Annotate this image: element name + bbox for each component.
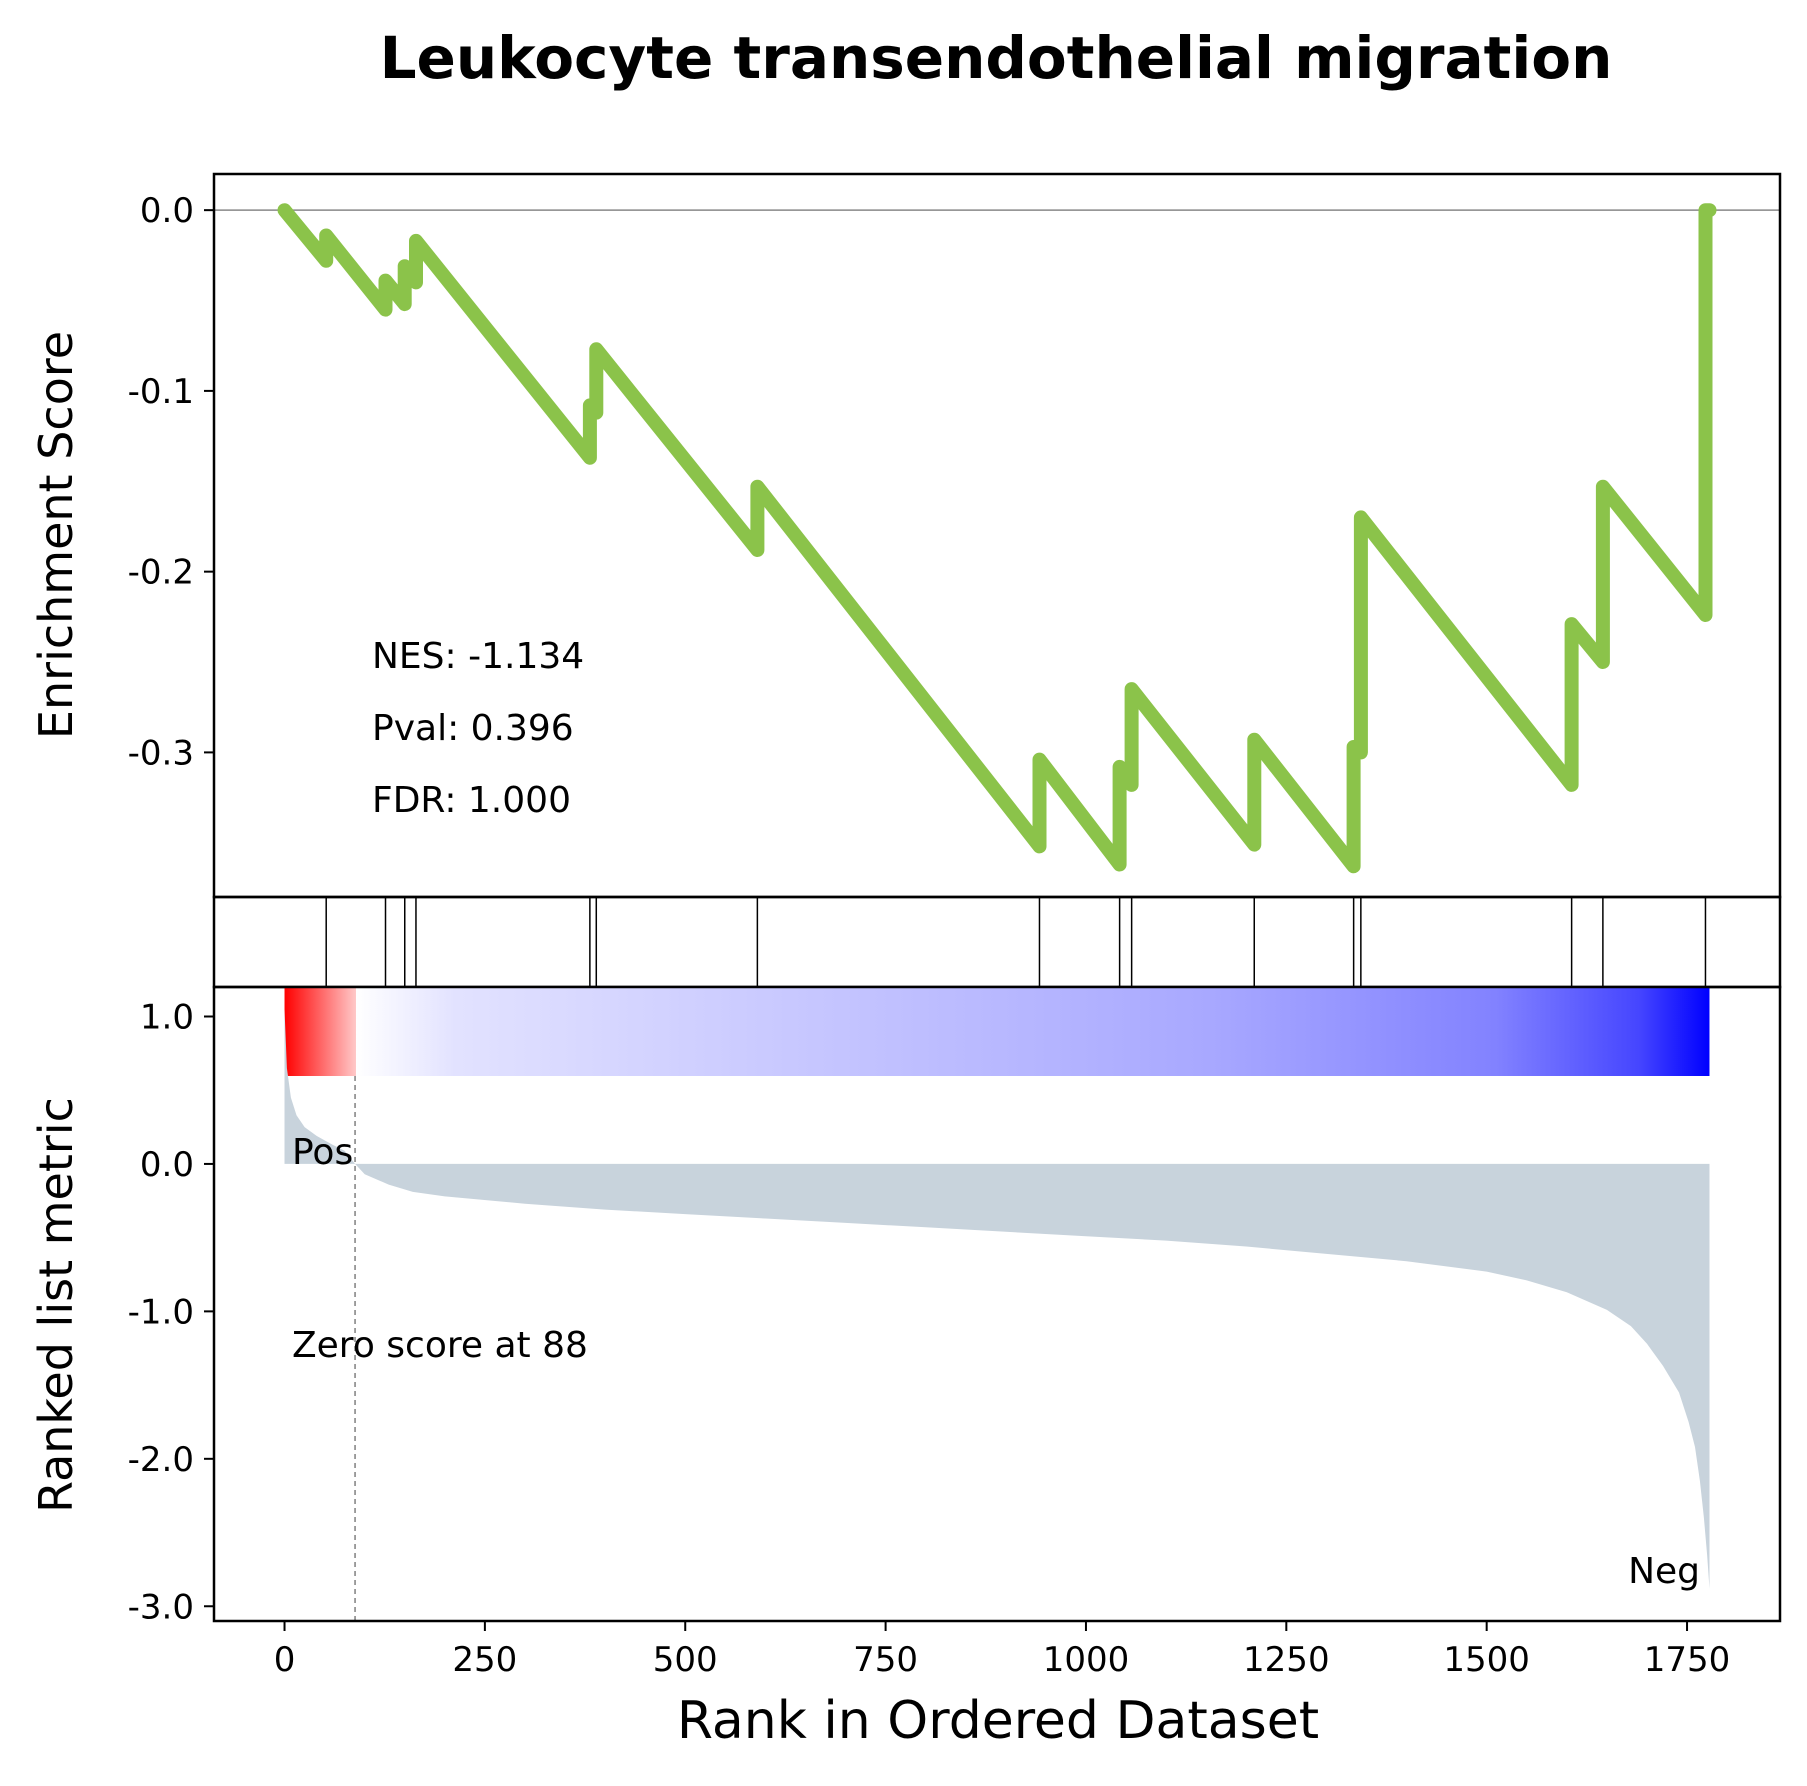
enrichment-ytick-label: -0.1 bbox=[128, 372, 194, 412]
zero-score-label: Zero score at 88 bbox=[292, 1325, 588, 1366]
enrichment-ytick-label: -0.2 bbox=[128, 553, 194, 593]
x-tick-label: 1500 bbox=[1443, 1640, 1530, 1680]
enrichment-panel: 0.0 -0.1 -0.2 -0.3 NES: -1.134 Pval: 0.396 FD… bbox=[29, 172, 1782, 899]
enrichment-stats: NES: -1.134 Pval: 0.396 FDR: 1.000 bbox=[372, 636, 584, 821]
enrichment-y-ticks: 0.0 -0.1 -0.2 -0.3 bbox=[128, 191, 214, 773]
enrichment-ytick-label: 0.0 bbox=[140, 191, 194, 231]
stat-label: Pval: 0.396 bbox=[372, 708, 574, 749]
x-tick-label: 500 bbox=[653, 1640, 718, 1680]
ranked-metric-ytick-label: 1.0 bbox=[140, 997, 194, 1037]
neg-label: Neg bbox=[1628, 1551, 1700, 1592]
hits-panel bbox=[212, 895, 1782, 989]
ranked-metric-ytick-label: -2.0 bbox=[128, 1440, 194, 1480]
x-tick-label: 1000 bbox=[1043, 1640, 1130, 1680]
enrichment-ytick-label: -0.3 bbox=[128, 733, 194, 773]
ranked-metric-ytick-label: -3.0 bbox=[128, 1587, 194, 1627]
pos-label: Pos bbox=[292, 1132, 353, 1173]
stat-label: FDR: 1.000 bbox=[372, 780, 571, 821]
enrichment-ylabel: Enrichment Score bbox=[29, 331, 83, 739]
hit-markers bbox=[325, 897, 1707, 987]
ranked-metric-axes-frame bbox=[212, 985, 1782, 1623]
x-tick-label: 1250 bbox=[1243, 1640, 1330, 1680]
rank-color-bar bbox=[284, 988, 1710, 1076]
x-tick-label: 250 bbox=[452, 1640, 517, 1680]
ranked-metric-ylabel: Ranked list metric bbox=[29, 1097, 83, 1513]
ranked-metric-ytick-label: -1.0 bbox=[128, 1292, 194, 1332]
ranked-metric-panel: Zero score at 88 Pos Neg 1.0 0.0 -1.0 -2.0 -… bbox=[29, 985, 1782, 1751]
x-tick-label: 750 bbox=[853, 1640, 918, 1680]
ranked-metric-y-ticks: 1.0 0.0 -1.0 -2.0 -3.0 bbox=[128, 997, 214, 1627]
x-tick-label: 0 bbox=[274, 1640, 296, 1680]
x-axis-ticks: 0 250 500 750 1000 1250 1500 1750 bbox=[274, 1621, 1731, 1680]
enrichment-score-line bbox=[277, 203, 1717, 874]
x-axis-label: Rank in Ordered Dataset bbox=[677, 1691, 1319, 1751]
stat-label: NES: -1.134 bbox=[372, 636, 584, 677]
hits-axes-frame bbox=[212, 895, 1782, 989]
ranked-metric-area bbox=[284, 1009, 1710, 1589]
chart-title: Leukocyte transendothelial migration bbox=[380, 24, 1613, 92]
x-tick-label: 1750 bbox=[1644, 1640, 1731, 1680]
ranked-metric-ytick-label: 0.0 bbox=[140, 1145, 194, 1185]
